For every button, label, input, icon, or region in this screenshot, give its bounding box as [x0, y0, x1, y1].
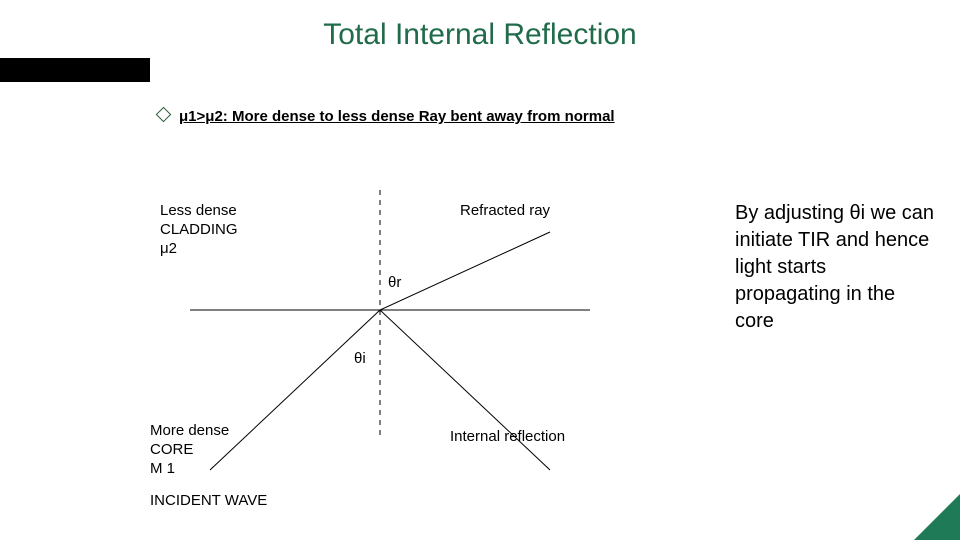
bullet-line: μ1>μ2: More dense to less dense Ray bent…: [158, 108, 615, 125]
incident-wave-label: INCIDENT WAVE: [150, 492, 267, 511]
refraction-diagram: Less dense CLADDING μ2 More dense CORE M…: [150, 170, 630, 490]
diamond-icon: [156, 107, 172, 123]
cladding-label-3: μ2: [160, 240, 238, 259]
theta-i-label: θi: [354, 350, 366, 369]
core-label: More dense CORE M 1: [150, 422, 229, 478]
side-explanation: By adjusting θi we can initiate TIR and …: [735, 200, 935, 335]
page-title: Total Internal Reflection: [0, 18, 960, 52]
incident-ray: [210, 310, 380, 470]
cladding-label-2: CLADDING: [160, 221, 238, 240]
core-label-1: More dense: [150, 422, 229, 441]
core-label-3: M 1: [150, 460, 229, 479]
bullet-text: μ1>μ2: More dense to less dense Ray bent…: [179, 108, 615, 125]
refracted-ray-label: Refracted ray: [460, 202, 550, 221]
core-label-2: CORE: [150, 441, 229, 460]
refracted-ray: [380, 232, 550, 310]
cladding-label-1: Less dense: [160, 202, 238, 221]
slide: Total Internal Reflection μ1>μ2: More de…: [0, 0, 960, 540]
cladding-label: Less dense CLADDING μ2: [160, 202, 238, 258]
theta-r-label: θr: [388, 274, 401, 293]
corner-accent-icon: [914, 494, 960, 540]
internal-reflection-label: Internal reflection: [450, 428, 565, 447]
title-underline-bar: [0, 58, 150, 82]
